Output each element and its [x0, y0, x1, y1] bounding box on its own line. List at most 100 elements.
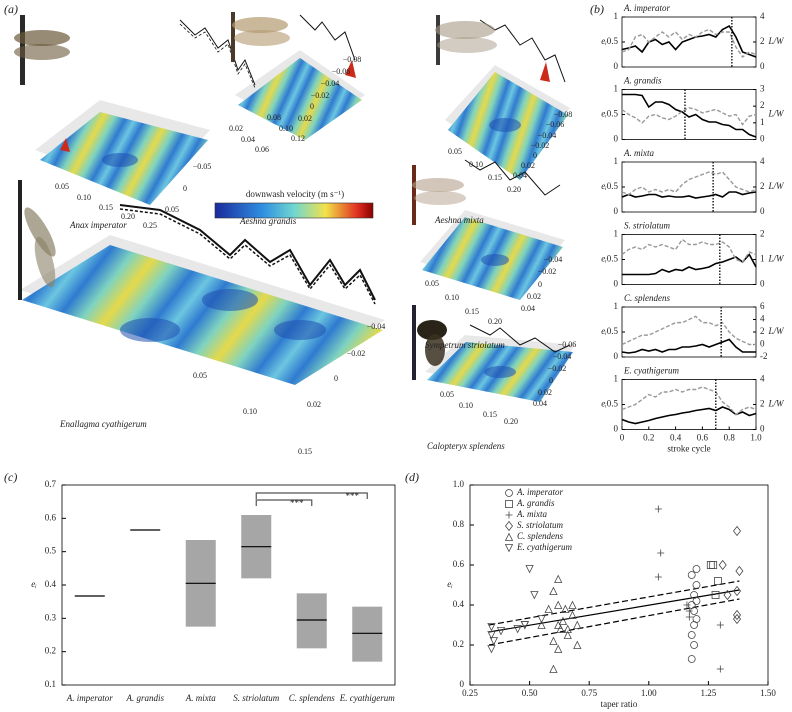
axis-tick-label: 0.15: [99, 203, 113, 212]
y-tick-label: 0.5: [45, 546, 57, 556]
x-axis-label: stroke cycle: [667, 444, 710, 454]
axis-tick-label: 0.02: [229, 124, 243, 133]
point: [690, 591, 698, 599]
y2-axis-label: L/W: [767, 254, 785, 264]
y2-tick-label: 2: [760, 100, 765, 110]
point: [537, 615, 546, 624]
plot-title: S. striolatum: [624, 221, 671, 231]
y2-tick-label: 4: [760, 314, 765, 324]
y-tick-label: 0.8: [453, 519, 465, 529]
axis-tick-label: 0.15: [465, 307, 479, 316]
point: [561, 604, 570, 613]
y-tick-label: 0.5: [607, 36, 619, 46]
y-axis-label: eᵢ: [31, 579, 37, 589]
axis-tick-label: −0.02: [311, 91, 330, 100]
y-axis-label: eᵢ: [601, 181, 607, 191]
axis-tick-label: 0.02: [298, 114, 312, 123]
point: [733, 613, 742, 625]
y-tick-label: 0.5: [607, 399, 619, 409]
point: [733, 609, 742, 621]
y2-axis-label: L/W: [767, 326, 785, 336]
plot-frame: [621, 234, 757, 285]
y2-tick-label: 4: [760, 11, 765, 21]
data-line: [621, 386, 757, 416]
significance-label: ***: [290, 498, 304, 508]
y-tick-label: 1: [614, 301, 619, 311]
point: [496, 627, 506, 636]
point: [685, 607, 693, 615]
axis-tick-label: 0.02: [521, 161, 535, 170]
axis-tick-label: −0.02: [347, 349, 366, 358]
data-line: [621, 191, 757, 199]
axis-tick-label: 0.04: [513, 171, 527, 180]
axis-tick-label: 0.06: [255, 145, 269, 154]
axis-tick-label: 0.04: [533, 399, 547, 408]
y-tick-label: 1: [614, 156, 619, 166]
point: [654, 505, 662, 513]
point: [692, 565, 701, 573]
y-tick-label: 0: [614, 424, 619, 434]
axis-tick-label: 0.04: [241, 135, 255, 144]
point: [525, 565, 534, 574]
axis-tick-label: 0.10: [459, 401, 473, 410]
y2-tick-label: 1: [760, 254, 765, 264]
x-tick-label: A. grandis: [125, 693, 164, 703]
axis-tick-label: 0.10: [445, 293, 459, 302]
point: [573, 640, 582, 649]
axis-tick-label: 0.05: [165, 205, 179, 214]
point: [487, 645, 496, 654]
box: [296, 593, 327, 649]
plot-name: Anax imperator: [69, 220, 127, 230]
y-tick-label: 0: [614, 351, 619, 361]
y-tick-label: 0: [614, 134, 619, 144]
x-tick-label: 0.4: [670, 433, 682, 443]
y-tick-label: 1.0: [453, 479, 465, 489]
plot-title: A. grandis: [623, 76, 662, 86]
x-tick-label: C. splendens: [289, 693, 335, 703]
point: [537, 620, 546, 629]
y-tick-label: 0.5: [607, 326, 619, 336]
y-tick-label: 0.5: [607, 254, 619, 264]
legend-label: A. imperator: [516, 487, 563, 497]
point: [723, 589, 732, 601]
y2-tick-label: 3: [760, 84, 765, 94]
x-tick-label: 0: [620, 433, 625, 443]
data-line: [621, 338, 756, 354]
insects: [14, 12, 497, 380]
y-tick-label: 0.5: [607, 181, 619, 191]
point: [733, 585, 742, 597]
y-tick-label: 0: [614, 61, 619, 71]
point: [657, 549, 665, 557]
point: [489, 637, 498, 646]
y-tick-label: 0: [614, 206, 619, 216]
axis-tick-label: 0: [538, 280, 542, 289]
y2-tick-label: 2: [760, 229, 765, 239]
axis-tick-label: −0.02: [531, 141, 550, 150]
x-tick-label: 0.8: [724, 433, 736, 443]
y2-axis-label: L/W: [767, 181, 785, 191]
y2-tick-label: 2: [760, 181, 765, 191]
plot-frame: [621, 16, 757, 68]
legend-label: S. striolatum: [517, 520, 564, 530]
axis-tick-label: −0.06: [332, 67, 351, 76]
plot-title: A. imperator: [623, 3, 670, 13]
y2-tick-label: 0: [760, 339, 765, 349]
axis-tick-label: 0.10: [469, 160, 483, 169]
axis-tick-label: 0.02: [307, 400, 321, 409]
axis-tick-label: 0.10: [243, 407, 257, 416]
y-tick-label: 0.7: [45, 479, 57, 489]
y2-tick-label: 4: [760, 156, 765, 166]
axis-tick-label: 0.02: [527, 292, 541, 301]
legend-marker: [505, 511, 513, 519]
y2-tick-label: 2: [760, 326, 765, 336]
axis-tick-label: −0.06: [546, 120, 565, 129]
legend-marker: [505, 489, 513, 497]
plot-name: Calopteryx splendens: [427, 441, 505, 451]
point: [554, 574, 563, 583]
x-tick-label: 0.2: [643, 433, 654, 443]
data-line: [622, 253, 757, 276]
point: [487, 631, 496, 640]
axis-tick-label: 0.10: [279, 124, 293, 133]
axis-tick-label: 0: [310, 102, 314, 111]
